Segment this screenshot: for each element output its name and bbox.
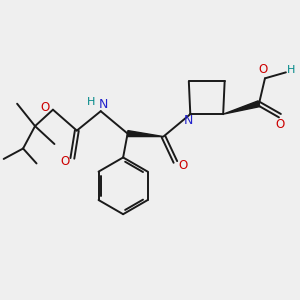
- Text: O: O: [178, 159, 188, 172]
- Text: O: O: [40, 101, 50, 114]
- Text: N: N: [99, 98, 108, 111]
- Polygon shape: [223, 101, 260, 114]
- Text: H: H: [287, 65, 296, 75]
- Text: O: O: [276, 118, 285, 130]
- Text: N: N: [184, 114, 194, 127]
- Polygon shape: [128, 130, 164, 136]
- Text: O: O: [259, 64, 268, 76]
- Text: H: H: [87, 97, 95, 106]
- Text: O: O: [60, 155, 70, 168]
